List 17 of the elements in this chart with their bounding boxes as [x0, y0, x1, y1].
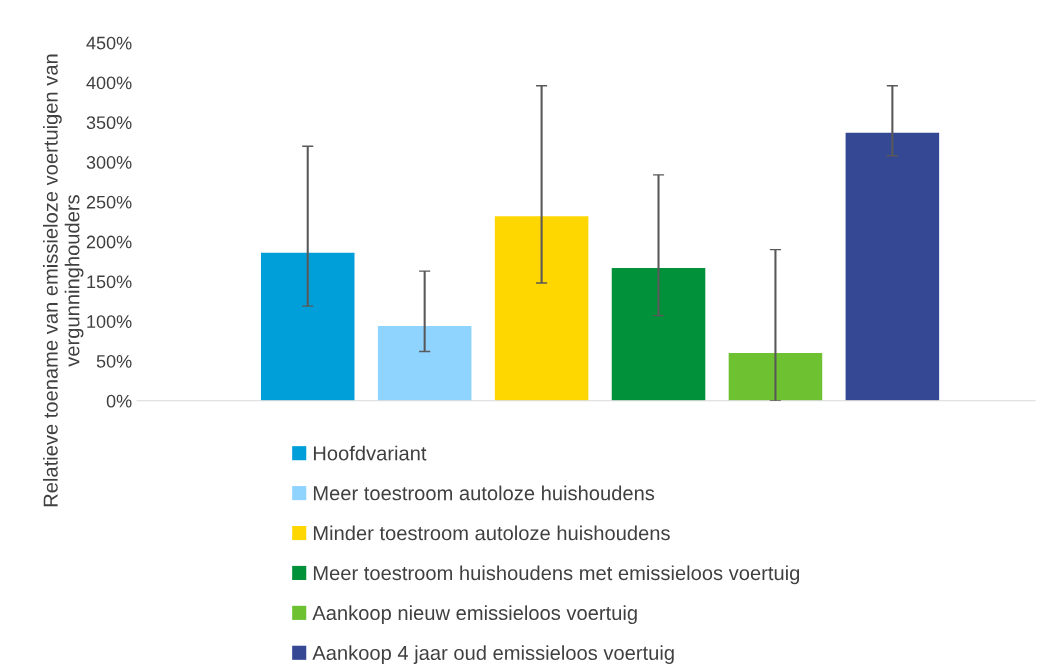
legend-label: Minder toestroom autoloze huishoudens — [313, 525, 670, 541]
y-tick-label: 250% — [86, 195, 132, 209]
y-tick-label: 400% — [86, 76, 132, 90]
y-tick-label: 200% — [86, 235, 132, 249]
y-tick-label: 150% — [87, 275, 132, 289]
y-tick-label: 450% — [86, 36, 132, 50]
y-tick-label: 300% — [86, 156, 132, 169]
legend-label: Aankoop 4 jaar oud emissieloos voertuig — [312, 645, 674, 665]
legend-label: Meer toestroom huishoudens met emissieloos voertuig — [313, 565, 800, 585]
legend-label: Meer toestroom autoloze huishoudens — [313, 485, 655, 501]
y-tick-label: 350% — [86, 116, 132, 130]
legend-label: Aankoop nieuw emissieloos voertuig — [312, 605, 637, 625]
y-tick-label: 100% — [87, 315, 132, 328]
y-tick-label: 0% — [106, 394, 132, 408]
legend-label: Hoofdvariant — [313, 445, 427, 461]
y-tick-label: 50% — [96, 354, 132, 368]
y-axis-title: Relatieve toename van emissieloze voertuigen van vergunninghouders — [43, 54, 84, 507]
